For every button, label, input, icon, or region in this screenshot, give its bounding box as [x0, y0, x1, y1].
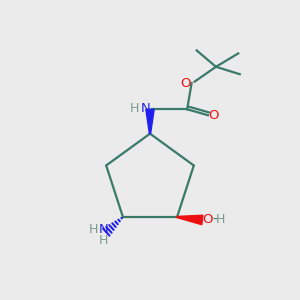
- Text: H: H: [216, 213, 226, 226]
- Text: O: O: [202, 213, 213, 226]
- Text: O: O: [208, 109, 219, 122]
- Polygon shape: [146, 109, 154, 134]
- Polygon shape: [177, 215, 203, 225]
- Text: H: H: [99, 234, 109, 247]
- Text: H: H: [88, 223, 98, 236]
- Text: H: H: [130, 102, 139, 115]
- Text: -: -: [212, 212, 217, 226]
- Text: O: O: [180, 76, 190, 90]
- Text: N: N: [99, 223, 109, 236]
- Text: N: N: [140, 102, 150, 115]
